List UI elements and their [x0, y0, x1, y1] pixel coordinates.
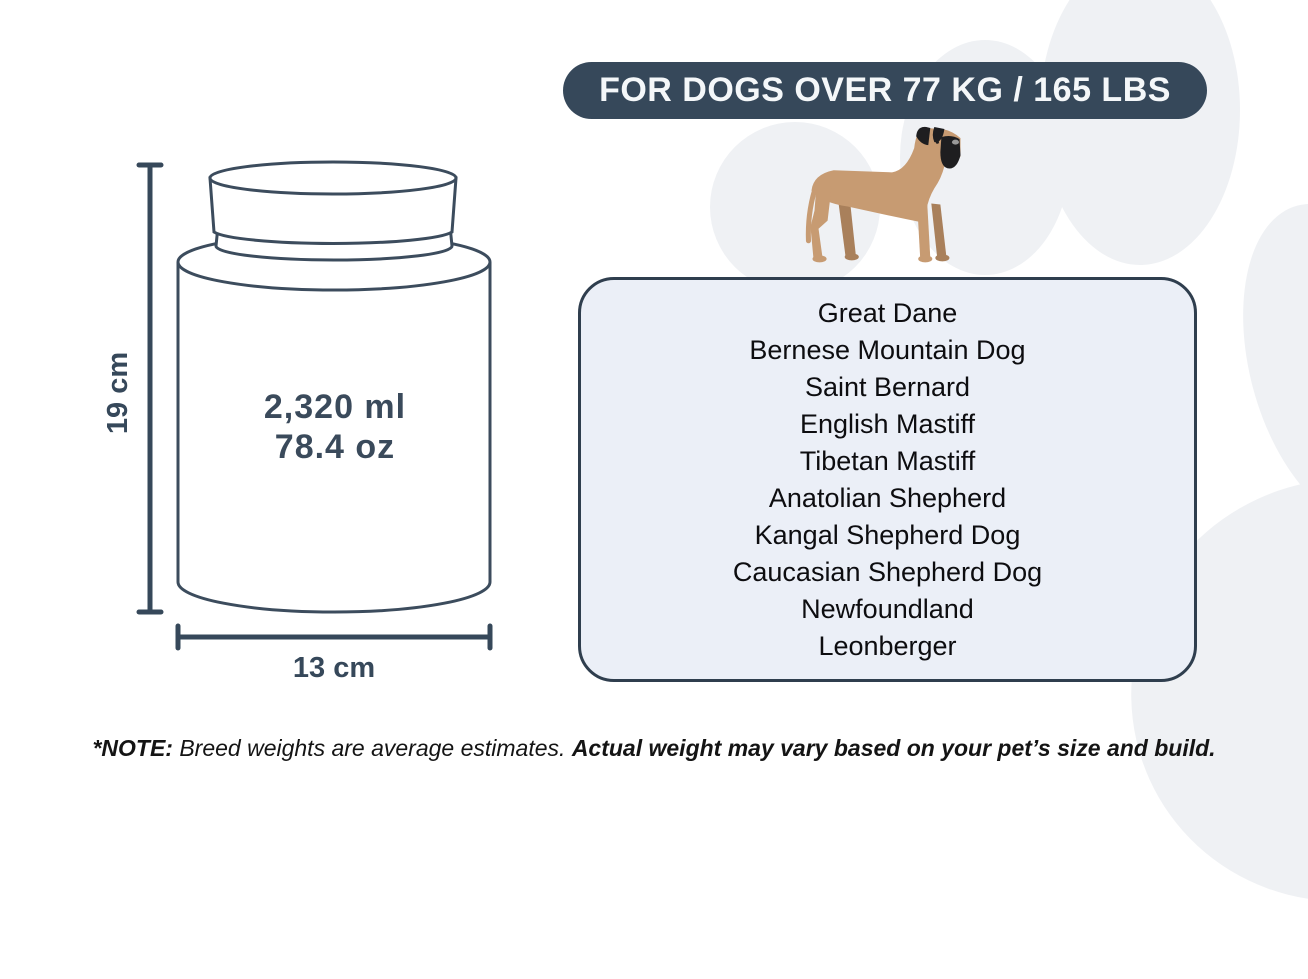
footnote-body: Breed weights are average estimates.: [172, 735, 572, 761]
dog-eye: [935, 140, 939, 144]
dog-ear: [916, 126, 931, 146]
dog-near-front-leg: [917, 204, 931, 259]
container-illustration: [136, 160, 493, 651]
breed-item: Kangal Shepherd Dog: [754, 519, 1021, 550]
footnote: *NOTE: Breed weights are average estimat…: [0, 735, 1308, 762]
size-category-label: FOR DOGS OVER 77 KG / 165 LBS: [599, 71, 1171, 109]
container-volume-ml: 2,320 ml: [263, 388, 407, 426]
dog-nose: [951, 139, 959, 145]
size-category-banner: FOR DOGS OVER 77 KG / 165 LBS: [563, 62, 1207, 119]
breed-item: Leonberger: [818, 630, 957, 661]
container-volume-oz: 78.4 oz: [274, 428, 396, 466]
breed-item: Great Dane: [817, 297, 958, 328]
dog-near-rear-leg: [810, 184, 832, 259]
dog-paw: [935, 254, 950, 262]
dog-paw: [844, 253, 859, 261]
breed-item: Saint Bernard: [804, 371, 971, 402]
dog-paw: [812, 255, 827, 263]
breed-item: Caucasian Shepherd Dog: [732, 556, 1043, 587]
breed-item: Anatolian Shepherd: [768, 482, 1007, 513]
breed-item: Bernese Mountain Dog: [749, 334, 1026, 365]
container-width-label: 13 cm: [292, 652, 376, 684]
container-lid: [208, 176, 458, 245]
dog-paw: [918, 255, 933, 263]
container-body: [176, 262, 492, 614]
dog-body: [811, 128, 961, 223]
breed-item: Tibetan Mastiff: [799, 445, 976, 476]
container-lid-top: [208, 160, 458, 196]
footnote-prefix: *NOTE:: [92, 735, 173, 761]
breed-item: English Mastiff: [799, 408, 976, 439]
container-height-label: 19 cm: [102, 351, 134, 435]
breed-list-box: Great Dane Bernese Mountain Dog Saint Be…: [578, 277, 1197, 682]
dog-tail: [805, 187, 818, 244]
paw-decor-toe: [1040, 0, 1240, 265]
great-dane-illustration: [805, 126, 961, 263]
breed-item: Newfoundland: [801, 593, 974, 624]
dog-far-front-leg: [931, 203, 947, 259]
footnote-emphasis: Actual weight may vary based on your pet…: [571, 735, 1216, 761]
dog-far-rear-leg: [837, 196, 856, 258]
